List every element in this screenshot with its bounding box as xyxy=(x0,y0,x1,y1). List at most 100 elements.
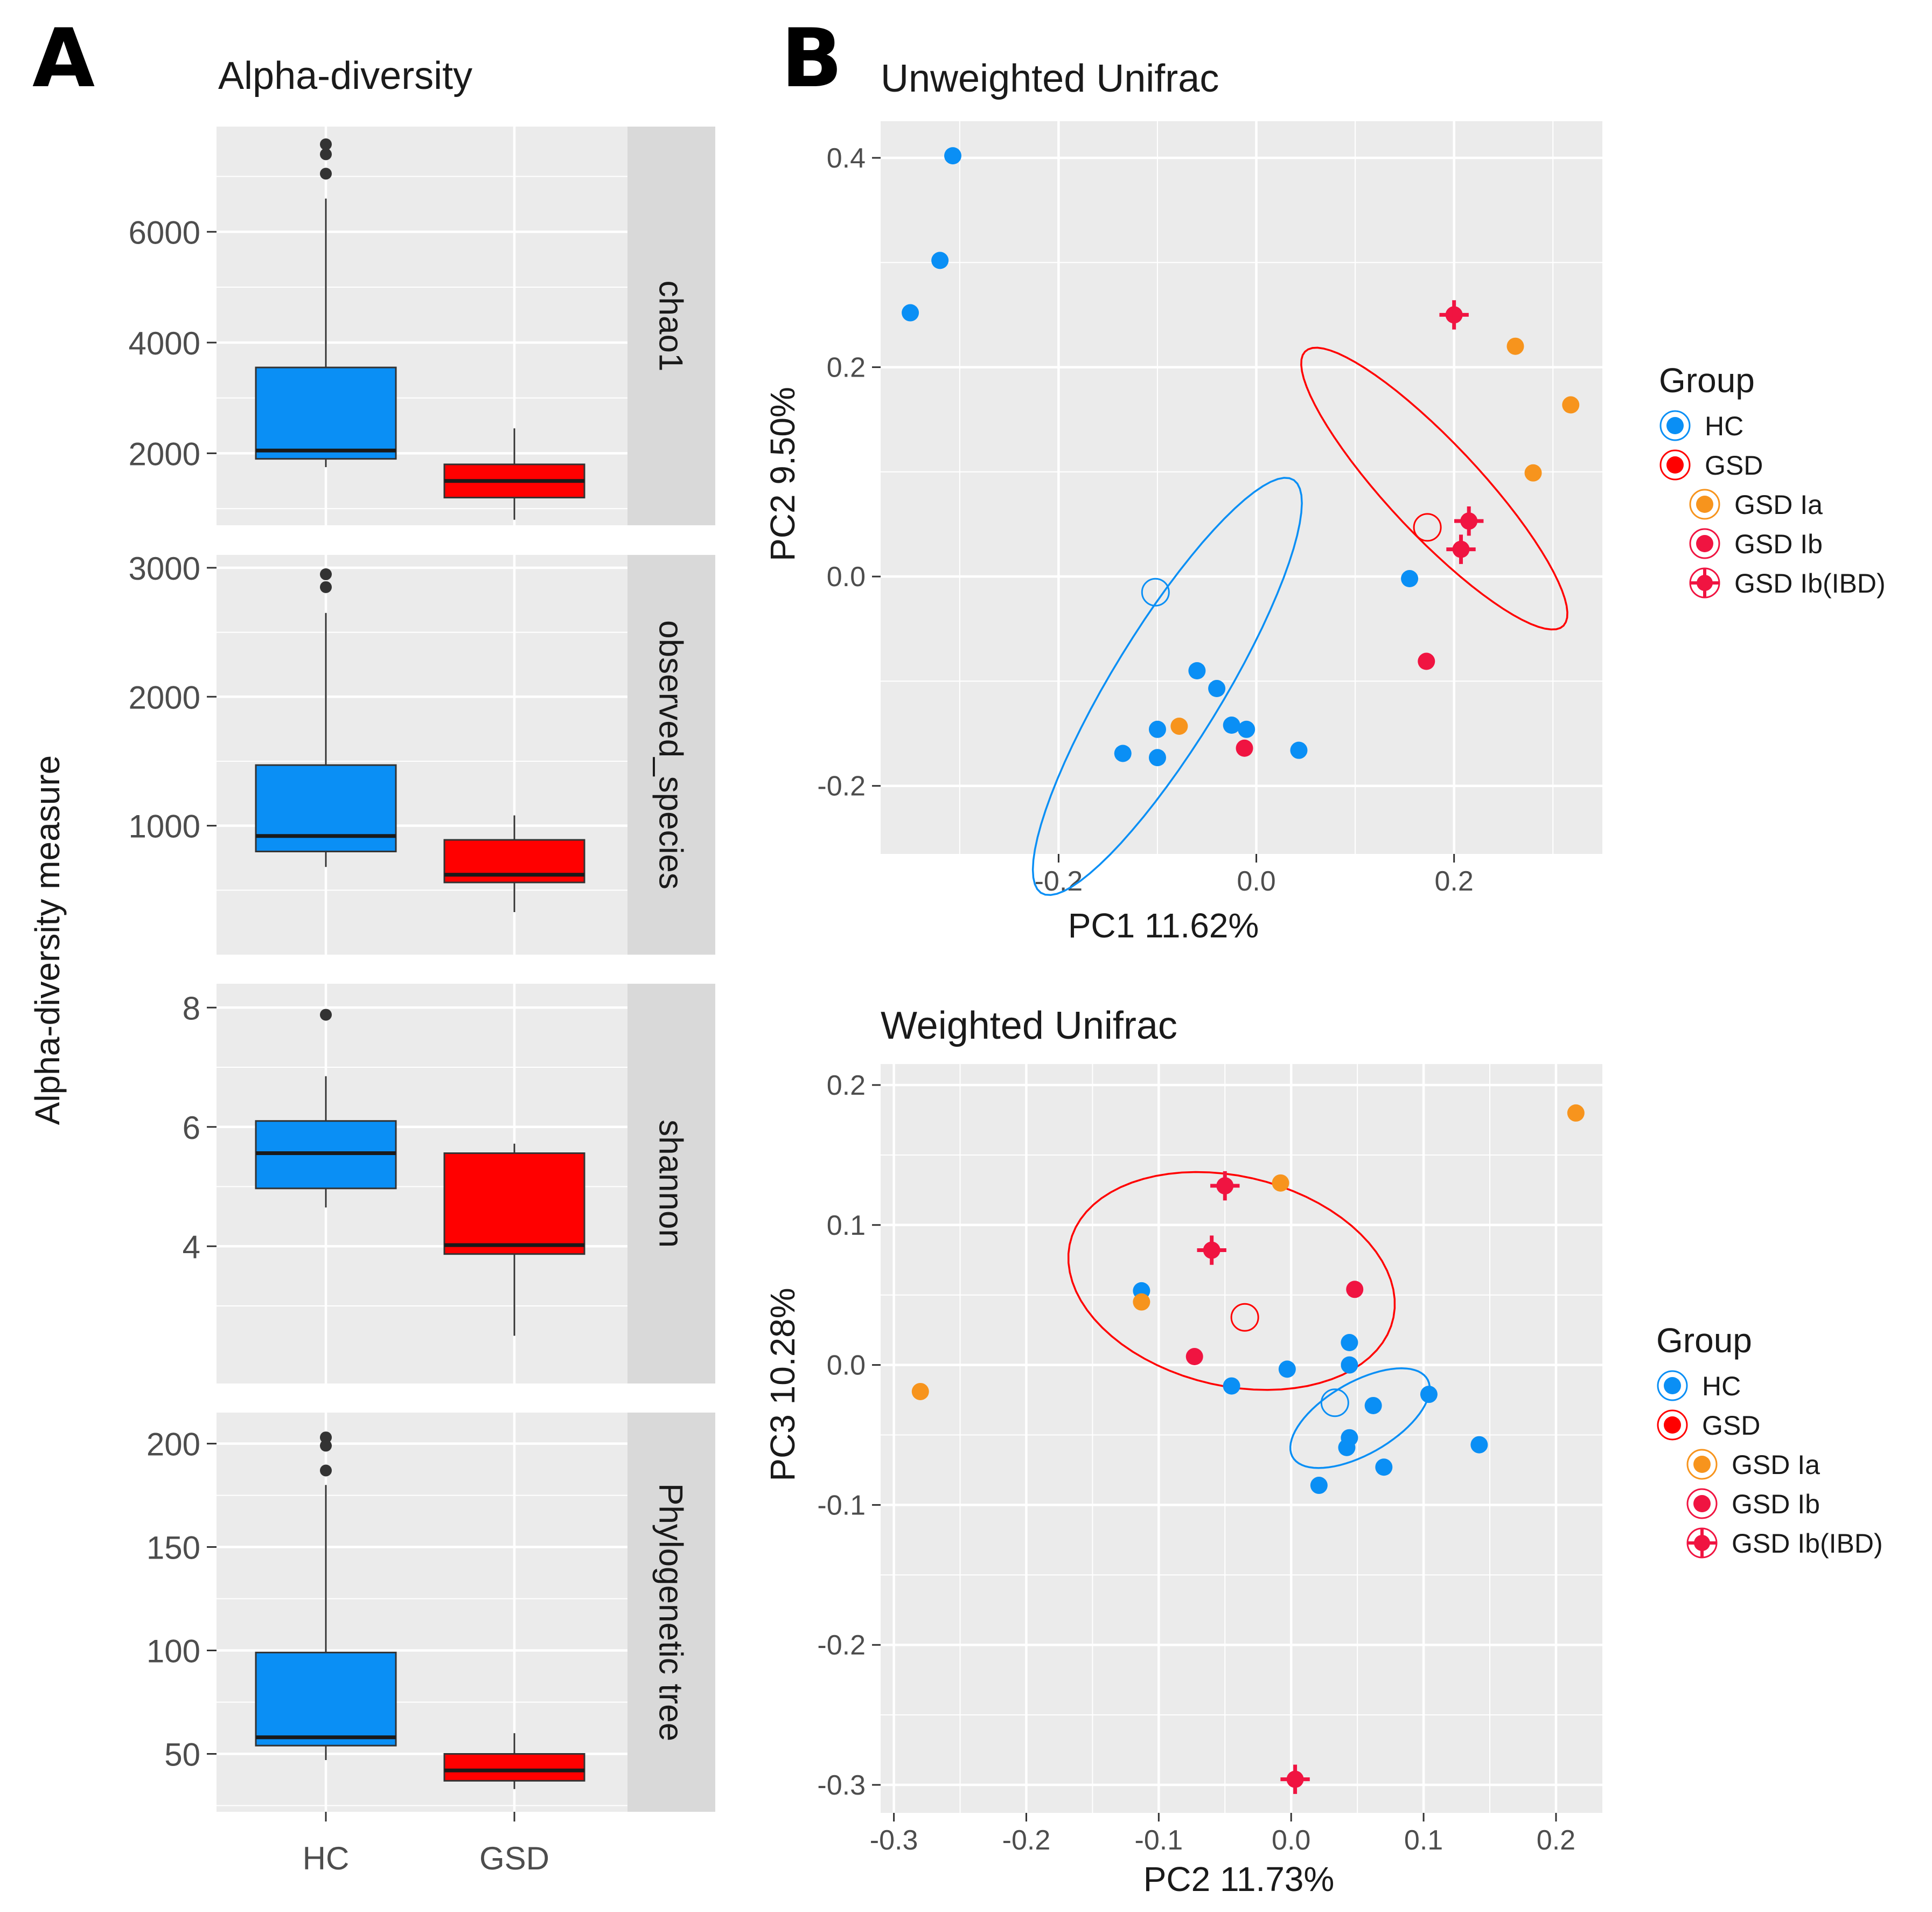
weighted-xlabel: PC2 11.73% xyxy=(1143,1860,1335,1899)
facet-panel-observed-species xyxy=(217,555,627,955)
legend-key-ring-gsd-ib-ibd xyxy=(1689,567,1720,599)
point-hc xyxy=(1401,570,1419,588)
y-tick-label: -0.1 xyxy=(817,1490,866,1521)
x-tick-label: 0.1 xyxy=(1404,1825,1443,1856)
legend-label-gsd-ib-ibd: GSD Ib(IBD) xyxy=(1732,1528,1883,1559)
weighted-plot: -0.3 -0.2 -0.1 0.0 0.1 0.2 -0.3 -0.2 -0.1 0.0 0.1 0… xyxy=(817,1064,1602,1856)
unweighted-xlabel: PC1 11.62% xyxy=(1068,906,1259,945)
point-gsd-ia xyxy=(1562,396,1580,414)
point-hc xyxy=(1188,662,1206,679)
panel-letter-a: A xyxy=(32,12,95,106)
y-tick-label: 150 xyxy=(147,1530,200,1566)
outlier-point xyxy=(320,148,332,161)
legend-key-hc xyxy=(1664,1377,1681,1394)
x-tick-label: 0.0 xyxy=(1237,866,1275,897)
outlier-point xyxy=(320,168,332,180)
box-gsd xyxy=(443,1152,585,1255)
centroid-hc xyxy=(1320,1388,1349,1417)
point-hc xyxy=(1223,717,1240,734)
point-hc xyxy=(1364,1396,1382,1414)
y-tick-label: -0.2 xyxy=(817,771,866,802)
y-tick-label: 3000 xyxy=(129,551,200,587)
point-hc xyxy=(1290,741,1308,759)
unweighted-unifrac-chart: Unweighted Unifrac PC1 11.62% PC2 9.50% … xyxy=(763,57,1886,945)
weighted-ylabel: PC3 10.28% xyxy=(763,1288,802,1481)
centroid-gsd xyxy=(1230,1303,1259,1332)
facet-strip-chao1 xyxy=(627,127,715,525)
facet-strip-shannon xyxy=(627,984,715,1383)
point-hc xyxy=(1114,745,1132,762)
legend-label-gsd-ib: GSD Ib xyxy=(1734,529,1823,559)
centroid-hc xyxy=(1141,578,1170,607)
legend-key-ring-gsd-ib xyxy=(1689,528,1720,559)
y-tick-label: -0.3 xyxy=(817,1770,866,1801)
legend-key-hc xyxy=(1666,417,1684,434)
x-tick-label: -0.1 xyxy=(1135,1825,1183,1856)
point-gsd-ia xyxy=(1567,1104,1585,1122)
box-hc xyxy=(255,366,397,460)
point-gsd-ia xyxy=(1133,1293,1150,1311)
outlier-point xyxy=(320,1431,332,1444)
point-gsd-ib xyxy=(1418,652,1435,670)
y-tick-label: 200 xyxy=(147,1427,200,1463)
weighted-legend: Group HC GSD GSD Ia GSD Ib GSD Ib(IBD) xyxy=(1656,1321,1883,1559)
y-tick-label: 4000 xyxy=(129,325,200,361)
legend-key-gsd-ib xyxy=(1696,535,1713,552)
weighted-title: Weighted Unifrac xyxy=(881,1004,1177,1047)
legend-key-gsd-ia xyxy=(1696,496,1713,513)
box-hc xyxy=(255,764,397,853)
alpha-facets: 2000 4000 6000 chao1 1000 2000 3000 observed_sp… xyxy=(129,127,715,1821)
unweighted-plot: -0.2 0.0 0.2 -0.2 0.0 0.2 0.4 xyxy=(817,121,1602,897)
point-gsd-ib xyxy=(1185,1348,1203,1366)
x-tick-label: -0.3 xyxy=(870,1825,918,1856)
point-hc xyxy=(1375,1458,1393,1476)
outlier-point xyxy=(320,1440,332,1452)
y-tick-label: 6000 xyxy=(129,214,200,251)
facet-panel-phylogenetic-tree xyxy=(217,1413,627,1812)
legend-key-ring-gsd-ia xyxy=(1689,489,1720,520)
legend-key-gsd xyxy=(1666,456,1684,474)
point-hc xyxy=(1148,749,1166,767)
point-hc xyxy=(944,147,961,165)
ellipse-gsd xyxy=(1067,1171,1396,1391)
y-tick-label: 0.0 xyxy=(827,1350,866,1381)
legend-label-gsd: GSD xyxy=(1705,450,1763,481)
legend-key-ring-gsd xyxy=(1659,449,1691,481)
legend-label-gsd-ib-ibd: GSD Ib(IBD) xyxy=(1734,568,1886,599)
legend-key-ring-gsd-ib xyxy=(1686,1488,1718,1519)
point-hc xyxy=(1341,1356,1358,1374)
outlier-point xyxy=(320,138,332,150)
legend-label-hc: HC xyxy=(1705,411,1743,441)
facet-strip-phylogenetic-tree xyxy=(627,1413,715,1812)
point-hc xyxy=(1278,1360,1296,1378)
legend-key-ring-hc xyxy=(1659,410,1691,441)
ellipse-gsd xyxy=(1300,346,1568,631)
point-hc xyxy=(1310,1477,1328,1494)
point-gsd-ia xyxy=(1272,1174,1289,1192)
alpha-ylabel: Alpha-diversity measure xyxy=(28,755,67,1125)
x-tick-label: -0.2 xyxy=(1035,866,1083,897)
legend-label-gsd-ia: GSD Ia xyxy=(1732,1450,1820,1480)
point-hc xyxy=(1148,720,1166,738)
facet-strip-label-shannon: shannon xyxy=(652,1120,689,1248)
ellipse-hc xyxy=(1031,477,1303,896)
legend-label-hc: HC xyxy=(1702,1371,1741,1401)
legend-key-gsd-ia xyxy=(1693,1456,1711,1473)
point-gsd-ib xyxy=(1346,1281,1364,1298)
y-tick-label: 1000 xyxy=(129,809,200,845)
y-tick-label: 0.2 xyxy=(827,352,866,384)
y-tick-label: 6 xyxy=(183,1110,200,1146)
centroid-gsd xyxy=(1413,513,1442,542)
unweighted-ylabel: PC2 9.50% xyxy=(763,387,802,561)
legend-key-ring-gsd-ib-ibd xyxy=(1686,1527,1718,1559)
y-tick-label: 0.2 xyxy=(827,1070,866,1101)
y-tick-label: 2000 xyxy=(129,679,200,715)
box-hc xyxy=(255,1651,397,1747)
legend-key-ring-gsd-ia xyxy=(1686,1449,1718,1480)
y-tick-label: 50 xyxy=(164,1736,200,1772)
outlier-point xyxy=(320,568,332,580)
y-tick-label: 8 xyxy=(183,990,200,1026)
y-tick-label: 2000 xyxy=(129,436,200,472)
x-tick-label: 0.2 xyxy=(1435,866,1474,897)
